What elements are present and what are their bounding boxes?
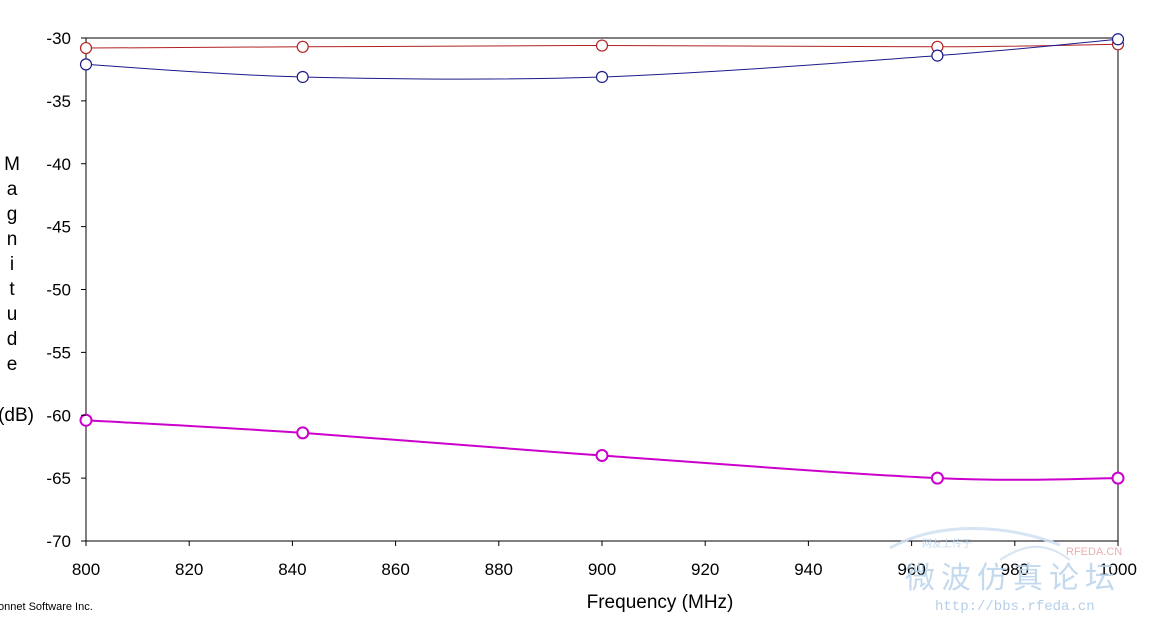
x-tick-label: 840 [278, 560, 306, 579]
y-tick-label: -70 [46, 532, 71, 551]
y-axis-title-letter: i [10, 254, 14, 275]
x-tick-label: 820 [175, 560, 203, 579]
x-tick-label: 1000 [1099, 560, 1137, 579]
x-tick-label: 980 [1001, 560, 1029, 579]
copyright-text: onnet Software Inc. [0, 601, 93, 613]
y-axis-title-letter: u [7, 304, 18, 325]
watermark-swoosh-icon [889, 527, 1061, 550]
y-axis-title-letter: e [7, 354, 18, 375]
watermark-url: http://bbs.rfeda.cn [935, 599, 1095, 615]
y-tick-label: -60 [46, 406, 71, 425]
x-tick-label: 880 [485, 560, 513, 579]
x-axis-title: Frequency (MHz) [587, 592, 734, 613]
plot-frame [85, 37, 1119, 542]
y-axis-title-letter: M [4, 154, 20, 175]
watermark: 网友上传于 RFEDA.CN 微波仿真论坛 http://bbs.rfeda.c… [889, 527, 1122, 615]
x-tick-label: 960 [897, 560, 925, 579]
series-marker [79, 58, 93, 71]
y-axis-title-unit: (dB) [0, 405, 34, 426]
series-marker [1111, 471, 1125, 485]
axis-layer [81, 37, 1119, 546]
series-marker [930, 471, 944, 485]
series-marker [79, 41, 93, 55]
watermark-bird-icon [999, 545, 1071, 561]
y-tick-label: -45 [46, 218, 71, 237]
x-tick-label: 800 [72, 560, 100, 579]
y-axis-title-letter: t [9, 279, 15, 300]
series-marker [595, 39, 609, 52]
series-marker [296, 426, 310, 440]
y-tick-label: -35 [46, 92, 71, 111]
watermark-small-text: 网友上传于 [922, 537, 972, 550]
series-2 [79, 33, 1125, 84]
x-tick-label: 920 [691, 560, 719, 579]
watermark-chinese: 微波仿真论坛 [905, 561, 1121, 596]
y-tick-label: -40 [46, 155, 71, 174]
y-tick-label: -55 [46, 343, 71, 362]
y-tick-label: -65 [46, 469, 71, 488]
series-marker [595, 70, 609, 84]
y-axis-title-letter: g [7, 204, 18, 225]
plot-area [85, 37, 1119, 542]
x-tick-label: 860 [381, 560, 409, 579]
series-marker [296, 70, 309, 84]
series-marker [79, 413, 93, 427]
series-marker [1111, 33, 1125, 46]
y-axis-title-letter: n [7, 229, 18, 250]
x-tick-label: 900 [588, 560, 616, 579]
y-axis-title-letter: d [7, 329, 18, 350]
series-marker [595, 448, 609, 462]
series-3 [79, 413, 1125, 485]
y-tick-label: -30 [46, 29, 71, 48]
watermark-brand: RFEDA.CN [1066, 546, 1122, 558]
series-marker [931, 49, 944, 62]
x-tick-label: 940 [794, 560, 822, 579]
series-layer [79, 33, 1125, 485]
y-axis-title-letter: a [7, 179, 18, 200]
y-tick-label: -50 [46, 281, 71, 300]
series-marker [296, 40, 309, 53]
